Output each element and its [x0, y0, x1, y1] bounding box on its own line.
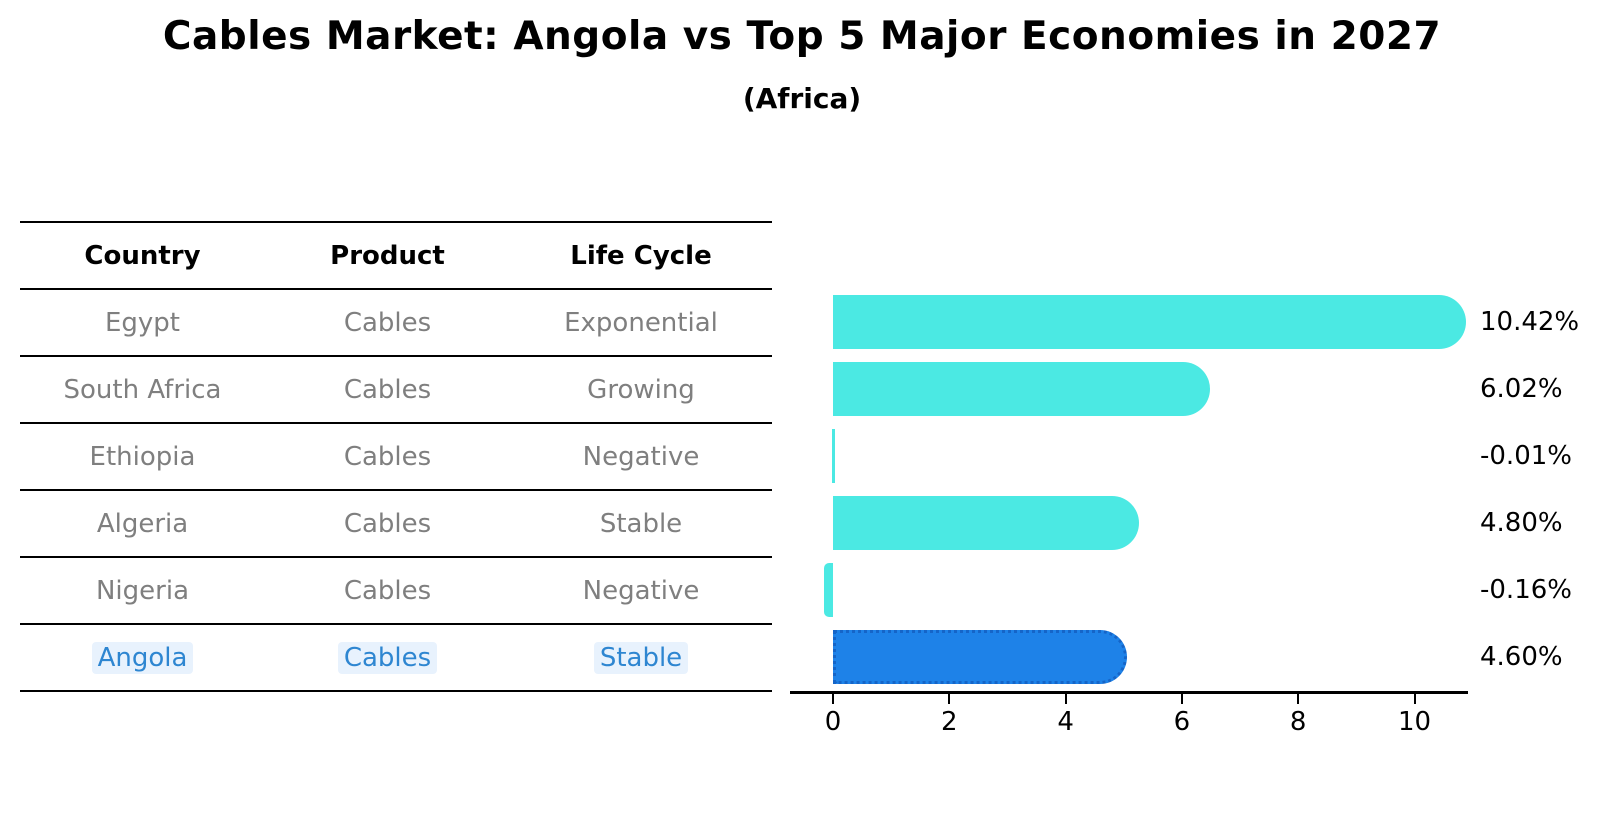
cell-life-cycle: Negative	[582, 575, 700, 606]
cell-country: South Africa	[63, 374, 222, 405]
table-row-angola: Angola Cables Stable	[20, 625, 772, 692]
x-axis-tick-mark	[948, 693, 951, 704]
table-row-egypt: Egypt Cables Exponential	[20, 290, 772, 357]
bar-egypt	[833, 294, 1466, 349]
cell-life-cycle: Stable	[599, 508, 683, 539]
x-axis-tick-mark	[1413, 693, 1416, 704]
x-axis-tick-mark	[1297, 693, 1300, 704]
x-axis-tick-label: 4	[1057, 707, 1074, 737]
x-axis-tick-label: 2	[941, 707, 958, 737]
table-row-nigeria: Nigeria Cables Negative	[20, 558, 772, 625]
bar-value-nigeria: -0.16%	[1480, 574, 1572, 605]
cell-country: Egypt	[104, 307, 181, 338]
bar-value-angola: 4.60%	[1480, 641, 1563, 672]
x-axis-tick-mark	[1064, 693, 1067, 704]
cell-product: Cables	[343, 374, 432, 405]
cell-country: Ethiopia	[89, 441, 196, 472]
cell-product: Cables	[343, 575, 432, 606]
x-axis-tick-mark	[1180, 693, 1183, 704]
table-row-algeria: Algeria Cables Stable	[20, 491, 772, 558]
table-header-row: Country Product Life Cycle	[20, 223, 772, 290]
chart-subtitle: (Africa)	[742, 82, 862, 115]
bar-south-africa	[833, 361, 1211, 416]
cell-product: Cables	[265, 641, 510, 674]
cell-product: Cables	[343, 441, 432, 472]
col-header-life-cycle: Life Cycle	[570, 240, 712, 271]
cell-product: Cables	[343, 508, 432, 539]
chart-title: Cables Market: Angola vs Top 5 Major Eco…	[162, 14, 1442, 59]
x-axis-tick-label: 0	[824, 707, 842, 737]
bar-algeria	[833, 495, 1140, 550]
cell-life-cycle: Exponential	[564, 307, 718, 338]
x-axis-tick-mark	[832, 693, 835, 704]
cell-country: Nigeria	[95, 575, 190, 606]
x-axis-tick-label: 8	[1289, 707, 1307, 737]
x-axis-tick-label: 10	[1397, 707, 1432, 737]
cell-country: Angola	[20, 641, 265, 674]
x-axis-line	[790, 691, 1468, 694]
cell-life-cycle: Negative	[582, 441, 700, 472]
col-header-product: Product	[330, 240, 445, 271]
country-table: Country Product Life Cycle Egypt Cables …	[20, 221, 772, 692]
bar-value-egypt: 10.42%	[1480, 306, 1580, 337]
cell-life-cycle: Growing	[587, 374, 695, 405]
bar-angola-highlight	[833, 629, 1128, 684]
bar-value-algeria: 4.80%	[1480, 507, 1563, 538]
cell-life-cycle: Stable	[510, 641, 772, 674]
x-axis-tick-label: 6	[1173, 707, 1191, 737]
bar-nigeria	[823, 562, 834, 617]
bar-ethiopia	[832, 428, 835, 483]
bar-value-south-africa: 6.02%	[1480, 373, 1563, 404]
cell-country: Algeria	[96, 508, 189, 539]
col-header-country: Country	[84, 240, 201, 271]
cell-product: Cables	[343, 307, 432, 338]
table-row-south-africa: South Africa Cables Growing	[20, 357, 772, 424]
bar-value-ethiopia: -0.01%	[1480, 440, 1572, 471]
table-row-ethiopia: Ethiopia Cables Negative	[20, 424, 772, 491]
